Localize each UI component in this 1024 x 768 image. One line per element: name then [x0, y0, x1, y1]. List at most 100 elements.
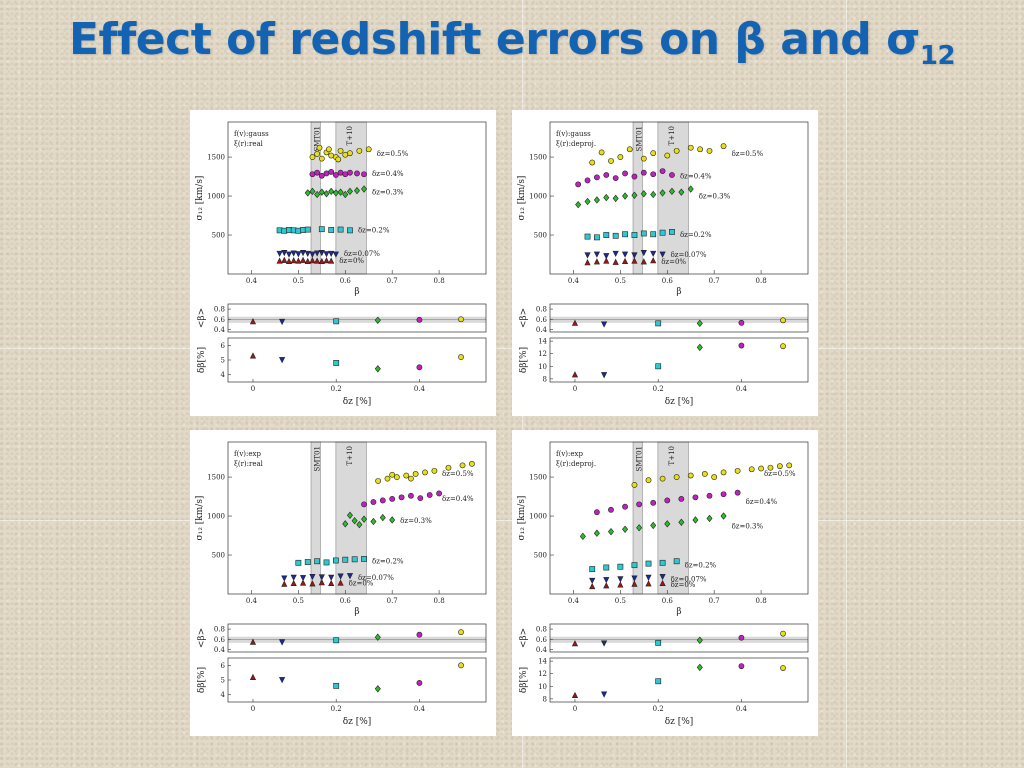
y-tick-label: 8	[543, 695, 547, 703]
error-points	[571, 663, 786, 698]
y-axis-label: δβ[%]	[197, 347, 207, 373]
data-point	[333, 318, 340, 325]
data-point	[622, 170, 628, 177]
data-point	[361, 515, 368, 523]
data-point	[347, 169, 353, 176]
series-group	[584, 250, 666, 260]
data-point	[593, 196, 600, 204]
data-point	[603, 232, 610, 238]
plot-frame	[227, 337, 487, 383]
data-point	[370, 499, 377, 505]
y-axis-label: <β>	[197, 308, 207, 328]
y-axis-label: <β>	[519, 308, 529, 328]
error-points	[249, 352, 464, 373]
data-point	[701, 471, 708, 477]
y-tick-label: 5	[221, 677, 225, 685]
data-point	[664, 152, 671, 159]
data-point	[309, 187, 316, 196]
y-tick-label: 500	[534, 552, 547, 560]
data-point	[285, 257, 293, 265]
plot-frame	[227, 441, 487, 595]
data-point	[612, 258, 619, 265]
data-point	[332, 557, 339, 564]
slide-title: Effect of redshift errors on β and σ12	[0, 14, 1024, 71]
data-point	[342, 190, 349, 199]
data-point	[249, 673, 257, 680]
data-point	[589, 582, 596, 590]
x-tick-label: 0	[251, 705, 255, 713]
series-label: δz=0.3%	[732, 522, 764, 530]
x-axis-label: δz [%]	[343, 397, 372, 407]
data-point	[584, 197, 591, 206]
data-point	[469, 460, 475, 467]
data-point	[579, 532, 586, 540]
x-tick-label: 0	[573, 385, 577, 393]
data-point	[314, 190, 321, 199]
chart-panel-bottom-left: SMT01 T+10 0.4 0.5 0.6 0.7 0.8 500 1000 1500 β σ₁₂ …	[190, 430, 496, 736]
series-label: δz=0.2%	[372, 557, 404, 565]
data-point	[650, 257, 657, 264]
data-point	[780, 343, 786, 350]
data-point	[622, 192, 629, 200]
series-label: δz=0.5%	[442, 470, 474, 478]
data-point	[645, 477, 652, 484]
data-point	[696, 636, 703, 644]
series-group	[589, 143, 727, 166]
x-axis-label: β	[354, 607, 359, 617]
data-point	[328, 574, 335, 581]
data-point	[436, 490, 442, 497]
data-point	[328, 579, 335, 586]
x-tick-label: 0.4	[568, 277, 580, 285]
data-point	[304, 257, 311, 265]
x-tick-label: 0.8	[756, 277, 767, 285]
data-point	[347, 150, 353, 157]
panel-annotation: f(v):exp	[556, 450, 583, 458]
data-point	[669, 229, 675, 235]
data-point	[408, 492, 414, 499]
x-tick-label: 0.4	[246, 277, 258, 285]
data-point	[314, 250, 321, 257]
data-point	[594, 234, 600, 241]
y-tick-label: 0.4	[536, 646, 548, 654]
data-point	[706, 514, 713, 523]
series-label: δz=0.3%	[372, 189, 404, 197]
plot-frame	[549, 441, 809, 595]
data-point	[279, 318, 286, 326]
data-point	[631, 481, 638, 488]
data-point	[304, 226, 311, 233]
series-group	[281, 579, 344, 587]
data-point	[309, 580, 316, 587]
data-point	[323, 559, 330, 566]
data-point	[593, 251, 600, 258]
series-group	[575, 185, 694, 209]
data-point	[346, 187, 353, 196]
data-point	[249, 318, 257, 325]
data-point	[361, 556, 367, 562]
y-tick-label: 4	[221, 691, 226, 699]
data-point	[328, 250, 335, 258]
x-tick-label: 0.2	[653, 705, 664, 713]
data-point	[696, 319, 703, 328]
data-point	[655, 363, 662, 370]
data-point	[316, 144, 323, 151]
data-point	[361, 501, 367, 508]
data-point	[758, 465, 764, 472]
y-tick-label: 0.8	[214, 306, 225, 314]
data-point	[416, 680, 423, 686]
data-point	[631, 173, 638, 180]
data-point	[631, 257, 638, 264]
data-point	[598, 149, 605, 156]
data-point	[640, 250, 647, 257]
data-point	[299, 256, 307, 263]
data-point	[337, 188, 344, 196]
data-point	[584, 252, 591, 259]
data-point	[622, 503, 628, 510]
data-point	[375, 478, 382, 484]
data-point	[748, 466, 755, 473]
data-point	[659, 559, 666, 566]
data-point	[711, 474, 718, 480]
data-point	[697, 146, 704, 153]
x-tick-label: 0.6	[662, 277, 674, 285]
y-tick-label: 10	[538, 683, 547, 691]
data-point	[318, 250, 325, 257]
